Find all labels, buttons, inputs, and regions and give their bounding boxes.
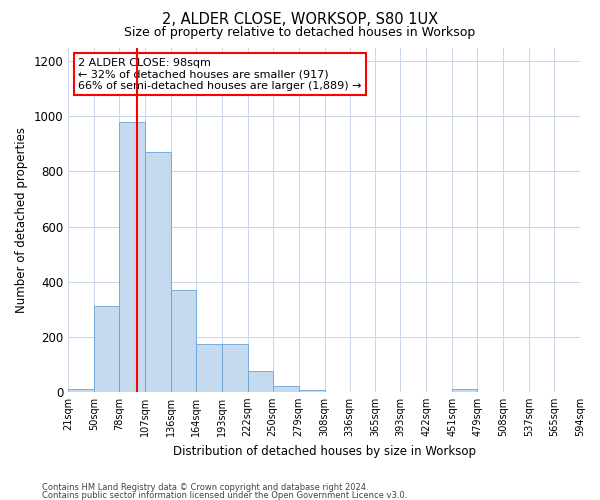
Bar	[299, 390, 325, 392]
Bar	[94, 306, 119, 392]
X-axis label: Distribution of detached houses by size in Worksop: Distribution of detached houses by size …	[173, 444, 476, 458]
Bar	[196, 344, 222, 392]
Bar	[273, 386, 299, 392]
Y-axis label: Number of detached properties: Number of detached properties	[15, 126, 28, 312]
Bar	[222, 344, 248, 392]
Bar	[171, 290, 196, 392]
Text: Contains HM Land Registry data © Crown copyright and database right 2024.: Contains HM Land Registry data © Crown c…	[42, 484, 368, 492]
Bar	[119, 122, 145, 392]
Text: 2 ALDER CLOSE: 98sqm
← 32% of detached houses are smaller (917)
66% of semi-deta: 2 ALDER CLOSE: 98sqm ← 32% of detached h…	[79, 58, 362, 91]
Bar	[68, 389, 94, 392]
Bar	[248, 371, 273, 392]
Bar	[452, 389, 477, 392]
Bar	[145, 152, 171, 392]
Text: Contains public sector information licensed under the Open Government Licence v3: Contains public sector information licen…	[42, 490, 407, 500]
Text: Size of property relative to detached houses in Worksop: Size of property relative to detached ho…	[124, 26, 476, 39]
Text: 2, ALDER CLOSE, WORKSOP, S80 1UX: 2, ALDER CLOSE, WORKSOP, S80 1UX	[162, 12, 438, 28]
